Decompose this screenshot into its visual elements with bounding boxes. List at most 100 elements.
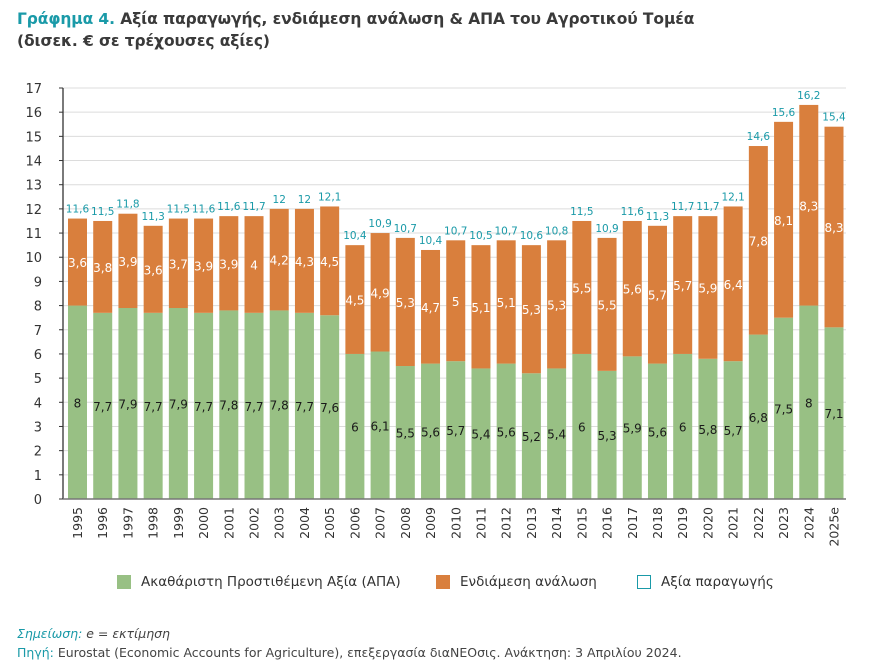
y-tick-label: 0 (34, 493, 42, 508)
y-tick-label: 9 (34, 275, 42, 290)
legend-swatch-gva (117, 575, 131, 589)
label-production-2006: 10,4 (343, 230, 367, 242)
x-tick-label-2017: 2017 (625, 507, 640, 539)
label-production-2015: 11,5 (570, 206, 593, 218)
label-intermediate-2011: 5,1 (471, 301, 490, 315)
x-tick-label-2016: 2016 (600, 507, 615, 539)
y-tick-label: 17 (25, 82, 42, 97)
bar-gva-1995 (68, 305, 87, 499)
y-tick-label: 4 (34, 396, 42, 411)
x-tick-label-2014: 2014 (549, 507, 564, 539)
bar-intermediate-2017 (622, 220, 642, 357)
bar-intermediate-2011 (471, 245, 491, 369)
label-production-2024: 16,2 (797, 90, 820, 102)
label-production-2005: 12,1 (318, 191, 341, 203)
label-gva-2001: 7,8 (219, 399, 238, 413)
legend-item-production: Αξία παραγωγής (637, 574, 774, 590)
label-production-2009: 10,4 (419, 235, 443, 247)
label-gva-2006: 6 (351, 420, 359, 434)
label-intermediate-2002: 4 (250, 258, 258, 272)
y-tick-label: 13 (25, 179, 42, 194)
legend-label-intermediate: Ενδιάμεση ανάλωση (460, 574, 597, 590)
x-tick-label-2025e: 2025e (827, 507, 842, 547)
label-intermediate-1995: 3,6 (68, 256, 87, 270)
figure-label: Γράφημα 4. (17, 10, 115, 28)
bar-gva-2002 (244, 312, 264, 499)
bar-gva-2022 (748, 334, 768, 499)
label-production-2004: 12 (298, 194, 311, 206)
label-intermediate-2017: 5,6 (623, 283, 642, 297)
label-gva-2008: 5,5 (396, 427, 415, 441)
legend-swatch-production (637, 575, 651, 589)
label-gva-2007: 6,1 (371, 419, 390, 433)
label-gva-2005: 7,6 (320, 401, 339, 415)
title-line-2: (δισεκ. € σε τρέχουσες αξίες) (17, 32, 270, 50)
bar-gva-2016 (597, 370, 617, 499)
label-gva-2024: 8 (805, 396, 813, 410)
label-intermediate-2009: 4,7 (421, 301, 440, 315)
label-production-1998: 11,3 (141, 211, 164, 223)
label-gva-1997: 7,9 (118, 398, 137, 412)
label-intermediate-2016: 5,5 (598, 298, 617, 312)
x-tick-label-2019: 2019 (675, 507, 690, 539)
title-line-1: Αξία παραγωγής, ενδιάμεση ανάλωση & ΑΠΑ … (120, 10, 695, 28)
bar-intermediate-2014 (547, 240, 567, 369)
bar-gva-2021 (723, 361, 743, 499)
bar-intermediate-2003 (269, 208, 289, 311)
y-tick-label: 2 (34, 445, 42, 460)
label-gva-2000: 7,7 (194, 400, 213, 414)
bar-intermediate-2007 (370, 233, 390, 352)
bar-gva-2005 (320, 315, 340, 499)
x-tick-label-1999: 1999 (171, 507, 186, 539)
label-gva-2014: 5,4 (547, 428, 566, 442)
bar-gva-2020 (698, 358, 718, 499)
label-production-2010: 10,7 (444, 225, 467, 237)
label-intermediate-2014: 5,3 (547, 298, 566, 312)
data-labels: 8 3,6 11,6 7,7 3,8 11,5 7,9 3,9 11,8 7,7 3,6 11,3 7,… (66, 90, 846, 444)
label-intermediate-1996: 3,8 (93, 261, 112, 275)
source-note: Πηγή: Eurostat (Economic Accounts for Ag… (17, 645, 682, 660)
y-tick-label: 6 (34, 348, 42, 363)
x-tick-label-2015: 2015 (574, 507, 589, 539)
label-intermediate-2025e: 8,3 (824, 221, 843, 235)
y-tick-label: 15 (25, 130, 42, 145)
label-production-1996: 11,5 (91, 206, 114, 218)
label-production-2021: 12,1 (721, 191, 744, 203)
bar-intermediate-2010 (446, 240, 466, 362)
label-intermediate-2003: 4,2 (270, 254, 289, 268)
bar-intermediate-2000 (194, 218, 214, 313)
label-production-2019: 11,7 (671, 201, 694, 213)
bar-intermediate-1996 (93, 220, 113, 313)
bar-gva-2004 (294, 312, 314, 499)
bar-intermediate-2006 (345, 245, 365, 354)
bar-gva-2023 (774, 317, 794, 499)
label-gva-2009: 5,6 (421, 425, 440, 439)
label-intermediate-2024: 8,3 (799, 199, 818, 213)
label-production-2023: 15,6 (772, 107, 796, 119)
label-gva-2023: 7,5 (774, 402, 793, 416)
label-production-2012: 10,7 (494, 225, 517, 237)
bar-intermediate-2020 (698, 216, 718, 359)
label-production-2016: 10,9 (595, 223, 618, 235)
bar-intermediate-2025e (824, 126, 844, 328)
label-production-2000: 11,6 (192, 204, 216, 216)
x-tick-label-2021: 2021 (726, 507, 741, 539)
label-intermediate-2021: 6,4 (724, 278, 743, 292)
label-gva-2018: 5,6 (648, 425, 667, 439)
y-tick-label: 14 (25, 155, 42, 170)
label-gva-2022: 6,8 (749, 411, 768, 425)
label-intermediate-2004: 4,3 (295, 255, 314, 269)
bar-intermediate-2023 (774, 121, 794, 318)
legend-swatch-intermediate (436, 575, 450, 589)
bar-gva-2008 (395, 366, 415, 499)
label-intermediate-2006: 4,5 (345, 294, 364, 308)
bar-intermediate-1998 (143, 225, 163, 313)
x-tick-label-2018: 2018 (650, 507, 665, 539)
bar-intermediate-2015 (572, 220, 592, 354)
bar-gva-2018 (647, 363, 667, 499)
bar-intermediate-2013 (521, 245, 541, 374)
label-gva-2025e: 7,1 (824, 407, 843, 421)
label-production-2008: 10,7 (394, 223, 417, 235)
